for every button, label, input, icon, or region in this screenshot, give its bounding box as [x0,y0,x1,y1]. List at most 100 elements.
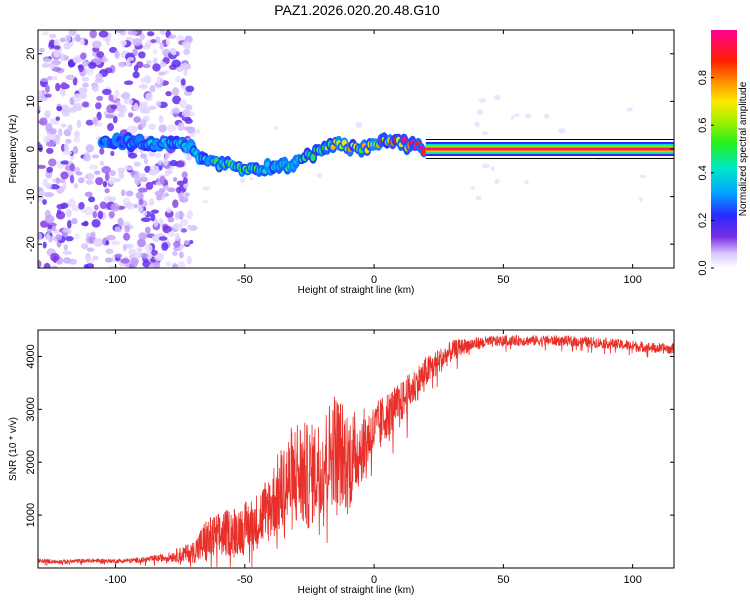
noise-blob [74,233,80,240]
noise-blob [53,39,60,48]
noise-blob [132,71,140,79]
noise-blob [96,95,104,102]
noise-blob [126,125,137,134]
spectrogram-x-axis-label: Height of straight line (km) [298,285,415,296]
noise-blob [44,110,51,119]
noise-blob [137,187,148,193]
noise-blob [108,94,114,102]
noise-blob [85,119,94,126]
noise-blob [175,76,181,83]
noise-blob [51,60,62,65]
noise-blob [154,82,164,87]
noise-blob [145,251,153,260]
noise-blob [476,109,484,116]
noise-blob [110,104,118,110]
noise-blob [44,93,52,98]
noise-blob [158,188,166,193]
noise-blob [38,144,43,153]
noise-blob [183,240,190,246]
noise-blob [172,199,179,209]
colorbar-gradient [711,30,737,268]
y-tick-label: 0 [25,146,37,152]
noise-blob [46,141,56,147]
x-tick-label: -50 [237,574,253,586]
noise-blob [155,36,161,44]
noise-blob [127,56,135,61]
y-tick-label: 10 [25,95,37,107]
y-tick-label: -20 [25,236,37,252]
noise-blob [171,87,180,96]
noise-blob [115,30,124,34]
noise-blob [63,244,68,251]
noise-blob [165,172,170,177]
snr-series-line [38,334,674,567]
noise-blob [48,39,56,49]
noise-blob [158,218,164,227]
noise-blob [60,82,68,90]
noise-blob [42,241,47,249]
noise-blob [172,95,182,105]
noise-blob [44,214,55,224]
noise-blob [40,78,49,83]
noise-blob [55,82,61,92]
noise-blob [114,253,123,258]
noise-blob [53,49,61,58]
noise-blob [62,250,72,256]
noise-blob [42,199,47,205]
colorbar-tick-label: 0.8 [697,70,709,85]
y-tick-label: -10 [25,189,37,205]
noise-blob [83,154,91,162]
noise-blob [114,89,120,98]
noise-blob [182,62,188,71]
noise-blob [110,202,120,212]
noise-blob [91,84,99,92]
noise-blob [514,113,520,118]
noise-blob [55,233,63,241]
noise-blob [62,227,68,233]
x-tick-label: 0 [371,274,377,286]
noise-blob [94,170,101,175]
noise-blob [148,105,157,111]
noise-blob [138,51,146,59]
noise-blob [136,247,143,253]
noise-blob [114,226,121,233]
noise-blob [59,88,66,97]
noise-blob [177,261,186,268]
noise-blob [93,237,101,247]
noise-blob [123,98,134,105]
noise-blob [67,198,76,208]
noise-blob [71,217,78,225]
noise-blob [85,258,95,264]
noise-blob [239,177,246,183]
noise-blob [130,257,139,266]
noise-blob [149,84,156,93]
noise-blob [42,57,52,63]
noise-blob [51,66,62,72]
noise-blob [273,125,279,131]
noise-blob [45,123,53,133]
noise-blob [172,107,180,114]
noise-blob [68,106,78,113]
noise-blob [158,71,166,76]
noise-blob [61,109,71,117]
noise-blob [38,164,47,169]
noise-blob [158,124,167,133]
noise-blob [185,104,193,111]
noise-blob [169,47,177,55]
x-tick-label: -100 [105,574,127,586]
noise-blob [481,163,490,169]
noise-blob [148,151,156,157]
noise-blob [179,251,184,259]
noise-blob [60,123,67,128]
noise-blob [148,123,157,130]
noise-blob [100,57,109,63]
noise-blob [174,232,180,241]
noise-blob [84,191,93,197]
noise-blob [109,46,118,53]
noise-blob [125,36,134,42]
noise-blob [73,57,82,64]
noise-blob [544,113,550,119]
noise-blob [186,126,196,134]
noise-blob [158,115,164,124]
noise-blob [120,189,126,197]
